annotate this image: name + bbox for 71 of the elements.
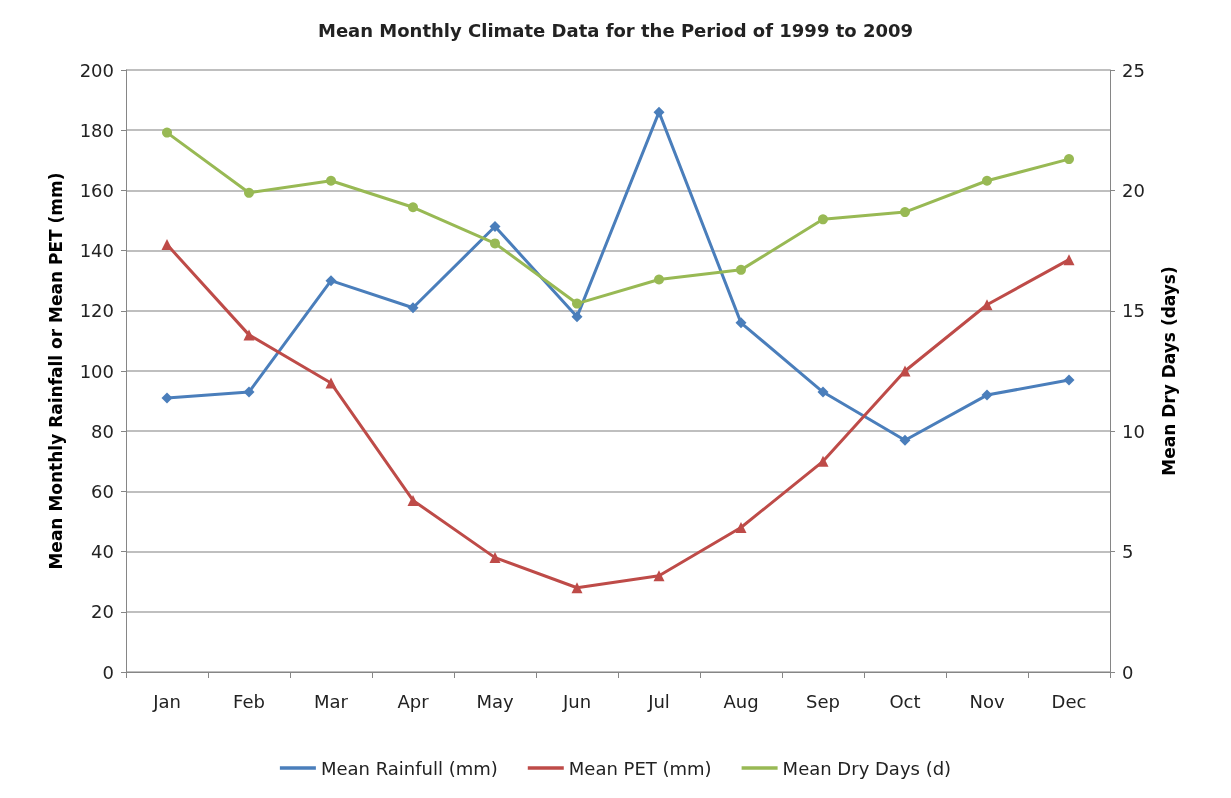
- x-tick-label: Dec: [1051, 690, 1087, 712]
- x-tick-label: Mar: [314, 690, 349, 712]
- point: [654, 274, 664, 285]
- x-tick-label: Jul: [647, 690, 670, 712]
- point: [982, 175, 992, 186]
- point: [325, 377, 337, 389]
- point: [161, 239, 173, 251]
- point: [408, 202, 418, 213]
- y-tick-label: 60: [91, 480, 114, 502]
- x-tick-label: Nov: [969, 690, 1005, 712]
- legend-label: Mean PET (mm): [568, 757, 712, 779]
- x-tick-label: Jun: [561, 690, 592, 712]
- x-tick-label: Apr: [397, 690, 430, 712]
- point: [653, 570, 665, 582]
- point: [817, 386, 829, 398]
- point: [407, 494, 419, 506]
- point: [489, 552, 501, 564]
- point: [981, 299, 993, 311]
- point: [571, 311, 583, 323]
- point: [817, 455, 829, 467]
- point: [571, 582, 583, 594]
- point: [1063, 374, 1075, 386]
- x-tick-label: May: [476, 690, 514, 712]
- x-tick-label: Feb: [233, 690, 265, 712]
- point: [899, 434, 911, 446]
- point: [489, 221, 501, 233]
- y2-tick-label: 10: [1122, 420, 1145, 442]
- point: [243, 329, 255, 341]
- y-tick-label: 160: [79, 179, 114, 201]
- point: [653, 106, 665, 118]
- y-axis-title: Mean Monthly Rainfall or Mean PET (mm): [45, 172, 66, 570]
- point: [735, 317, 747, 329]
- x-tick-label: Sep: [806, 690, 840, 712]
- point: [325, 275, 337, 287]
- y2-tick-label: 15: [1122, 300, 1145, 322]
- chart-title: Mean Monthly Climate Data for the Period of 1999 to 2009: [317, 19, 914, 41]
- y2-tick-label: 5: [1122, 541, 1134, 563]
- point: [572, 298, 582, 309]
- point: [735, 522, 747, 534]
- point: [900, 207, 910, 218]
- legend-label: Mean Dry Days (d): [782, 757, 952, 779]
- y2-axis-title: Mean Dry Days (days): [1158, 266, 1179, 476]
- point: [161, 392, 173, 404]
- point: [243, 386, 255, 398]
- point: [244, 187, 254, 198]
- point: [326, 175, 336, 186]
- point: [407, 302, 419, 314]
- point: [1063, 254, 1075, 266]
- y2-tick-label: 20: [1122, 179, 1145, 201]
- y2-tick-label: 25: [1122, 59, 1145, 81]
- point: [162, 127, 172, 138]
- y-tick-label: 180: [79, 119, 114, 141]
- x-tick-label: Jan: [152, 690, 181, 712]
- x-tick-label: Aug: [723, 690, 759, 712]
- y-tick-label: 80: [91, 420, 114, 442]
- point: [818, 214, 828, 225]
- point: [490, 238, 500, 249]
- y-tick-label: 40: [91, 541, 114, 563]
- x-tick-label: Oct: [889, 690, 921, 712]
- y-tick-label: 0: [102, 661, 114, 683]
- y-tick-label: 20: [91, 601, 114, 623]
- y2-tick-label: 0: [1122, 661, 1134, 683]
- y-tick-label: 200: [79, 59, 114, 81]
- point: [736, 264, 746, 275]
- point: [1064, 154, 1074, 165]
- point: [981, 389, 993, 401]
- y-tick-label: 120: [79, 300, 114, 322]
- y-tick-label: 100: [79, 360, 114, 382]
- y-tick-label: 140: [79, 240, 114, 262]
- legend-label: Mean Rainfull (mm): [320, 757, 498, 779]
- point: [899, 365, 911, 377]
